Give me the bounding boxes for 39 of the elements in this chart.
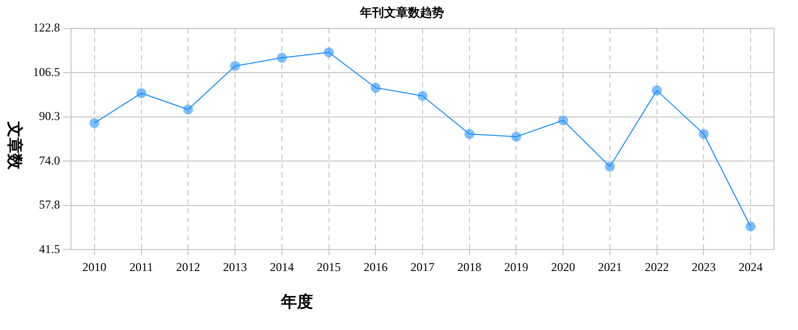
- point: [183, 104, 194, 114]
- point: [276, 52, 287, 63]
- x-tick-label: 2014: [270, 260, 294, 274]
- x-tick-label: 2013: [223, 260, 248, 274]
- point: [464, 128, 474, 139]
- point: [511, 132, 522, 142]
- point: [652, 85, 662, 96]
- point: [418, 90, 428, 101]
- x-axis-title: 年度: [280, 292, 314, 313]
- y-tick-label: 74.0: [39, 153, 60, 168]
- x-tick-label: 2024: [738, 260, 763, 274]
- x-tick-label: 2012: [176, 260, 200, 274]
- chart-title: 年刊文章数趋势: [359, 5, 444, 20]
- y-tick-label: 90.3: [39, 108, 60, 123]
- x-tick-label: 2022: [644, 260, 669, 274]
- y-tick-label: 41.5: [39, 242, 60, 256]
- x-tick-label: 2010: [82, 260, 106, 274]
- point: [698, 128, 709, 139]
- x-tick-label: 2019: [504, 260, 528, 274]
- x-tick-label: 2021: [598, 260, 622, 274]
- point: [230, 60, 240, 71]
- x-tick-label: 2023: [692, 260, 716, 274]
- y-tick-label: 106.5: [33, 64, 60, 79]
- point: [746, 221, 756, 232]
- x-tick-label: 2020: [551, 260, 576, 274]
- point: [136, 88, 146, 98]
- x-tick-label: 2016: [364, 260, 388, 274]
- y-tick-label: 57.8: [39, 197, 60, 212]
- point: [89, 118, 100, 128]
- x-tick-label: 2018: [457, 260, 482, 274]
- x-tick-label: 2015: [316, 260, 341, 274]
- point: [558, 115, 568, 126]
- point: [370, 82, 381, 93]
- x-tick-label: 2011: [130, 260, 154, 274]
- x-tick-label: 2017: [410, 260, 434, 274]
- point: [604, 162, 615, 172]
- y-axis-title: 文章数: [4, 120, 24, 172]
- y-tick-label: 122.8: [33, 20, 60, 35]
- point: [324, 47, 334, 58]
